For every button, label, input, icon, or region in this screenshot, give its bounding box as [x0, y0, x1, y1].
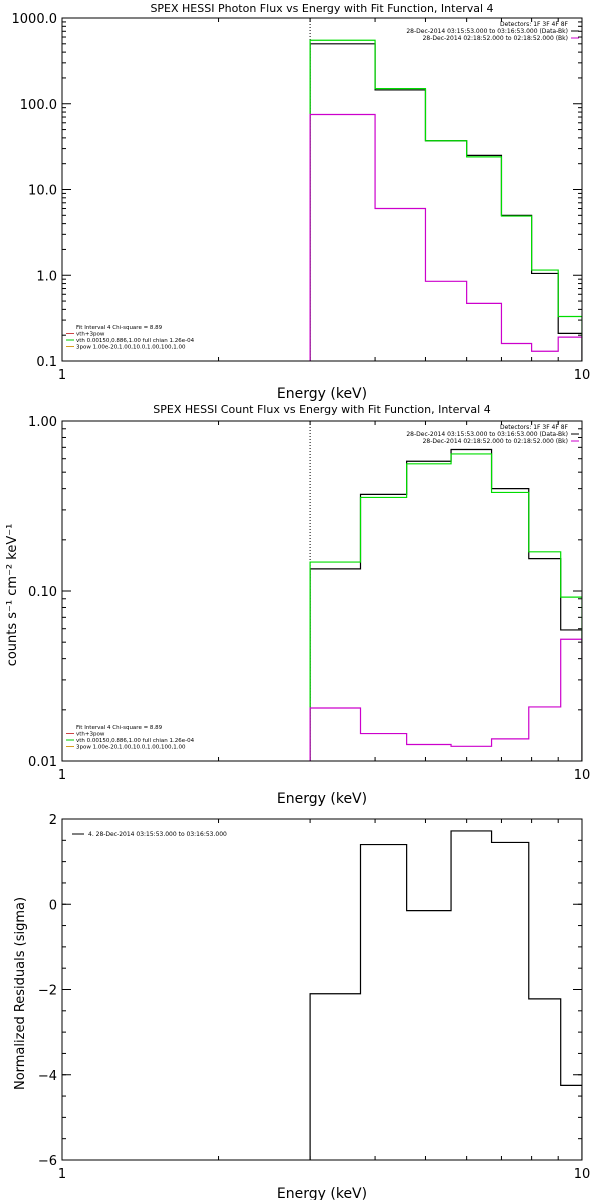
chart-panel-1: SPEX HESSI Photon Flux vs Energy with Fi… [12, 2, 591, 402]
legend-top-entry: 28-Dec-2014 02:18:52.000 to 02:18:52.000… [423, 35, 568, 42]
series-2-histogram [309, 453, 582, 761]
x-tick-label: 10 [574, 1167, 591, 1182]
y-tick-label: 10.0 [28, 184, 57, 199]
chart-panel-3: −6 −4 −2 0 2 1 10 Energy (keV) Normalized Residu… [13, 813, 590, 1200]
series-2-histogram [309, 39, 582, 361]
series-3-histogram [309, 113, 582, 361]
legend-top-entry: 28-Dec-2014 03:15:53.000 to 03:16:53.000… [406, 431, 568, 438]
series-3-histogram [309, 638, 582, 761]
legend-top-entry: Detectors: 1F 3F 4F 8F [500, 424, 569, 431]
y-tick-label: −6 [38, 1154, 57, 1169]
y-tick-label: 1000.0 [12, 12, 58, 27]
legend-bottom-entry: 3pow 1.00e-20,1.00,10.0,1.00,100,1.00 [76, 745, 186, 751]
x-tick-label: 1 [58, 1167, 66, 1182]
x-tick-label: 1 [58, 368, 66, 383]
plot-frame [61, 420, 583, 762]
x-axis-label: Energy (keV) [277, 1186, 367, 1200]
y-tick-label: 2 [49, 813, 57, 828]
legend-top-entry: 4. 28-Dec-2014 03:15:53.000 to 03:16:53.… [88, 831, 227, 838]
y-tick-label: 1.00 [28, 415, 57, 430]
legend-top-entry: 28-Dec-2014 02:18:52.000 to 02:18:52.000… [423, 438, 568, 445]
legend-bottom-entry: Fit Interval 4 Chi-square = 8.89 [76, 725, 163, 731]
y-tick-label: 0.10 [28, 585, 57, 600]
legend-bottom-entry: vth+3pow [76, 332, 105, 338]
y-axis-label: counts s⁻¹ cm⁻² keV⁻¹ [5, 524, 20, 667]
plot-frame [61, 17, 583, 362]
y-tick-label: −4 [38, 1069, 57, 1084]
x-tick-label: 10 [574, 368, 591, 383]
x-tick-label: 1 [58, 768, 66, 783]
legend-bottom-entry: Fit Interval 4 Chi-square = 8.89 [76, 325, 163, 331]
legend-bottom-entry: vth 0.00150,0.886,1.00 full chian 1.26e-… [76, 738, 195, 744]
y-tick-label: 100.0 [20, 98, 57, 113]
legend-bottom-entry: vth 0.00150,0.886,1.00 full chian 1.26e-… [76, 338, 195, 344]
legend-top-entry: Detectors: 1F 3F 4F 8F [500, 21, 569, 28]
chart-title: SPEX HESSI Count Flux vs Energy with Fit… [153, 403, 490, 416]
y-tick-label: 0 [49, 898, 57, 913]
y-axis-label: Normalized Residuals (sigma) [13, 897, 28, 1090]
chart-title: SPEX HESSI Photon Flux vs Energy with Fi… [150, 2, 493, 15]
x-axis-label: Energy (keV) [277, 791, 367, 807]
y-tick-label: 0.01 [28, 755, 57, 770]
y-tick-label: −2 [38, 984, 57, 999]
x-tick-label: 10 [574, 768, 591, 783]
legend-bottom-entry: 3pow 1.00e-20,1.00,10.0,1.00,100,1.00 [76, 345, 186, 351]
chart-panel-2: SPEX HESSI Count Flux vs Energy with Fit… [5, 403, 590, 807]
x-axis-label: Energy (keV) [277, 386, 367, 402]
plot-frame [61, 818, 583, 1161]
legend-top-entry: 28-Dec-2014 03:15:53.000 to 03:16:53.000… [406, 28, 568, 35]
series-1-histogram [309, 830, 582, 1160]
y-tick-label: 1.0 [36, 269, 57, 284]
legend-bottom-entry: vth+3pow [76, 732, 105, 738]
y-tick-label: 0.1 [36, 355, 57, 370]
